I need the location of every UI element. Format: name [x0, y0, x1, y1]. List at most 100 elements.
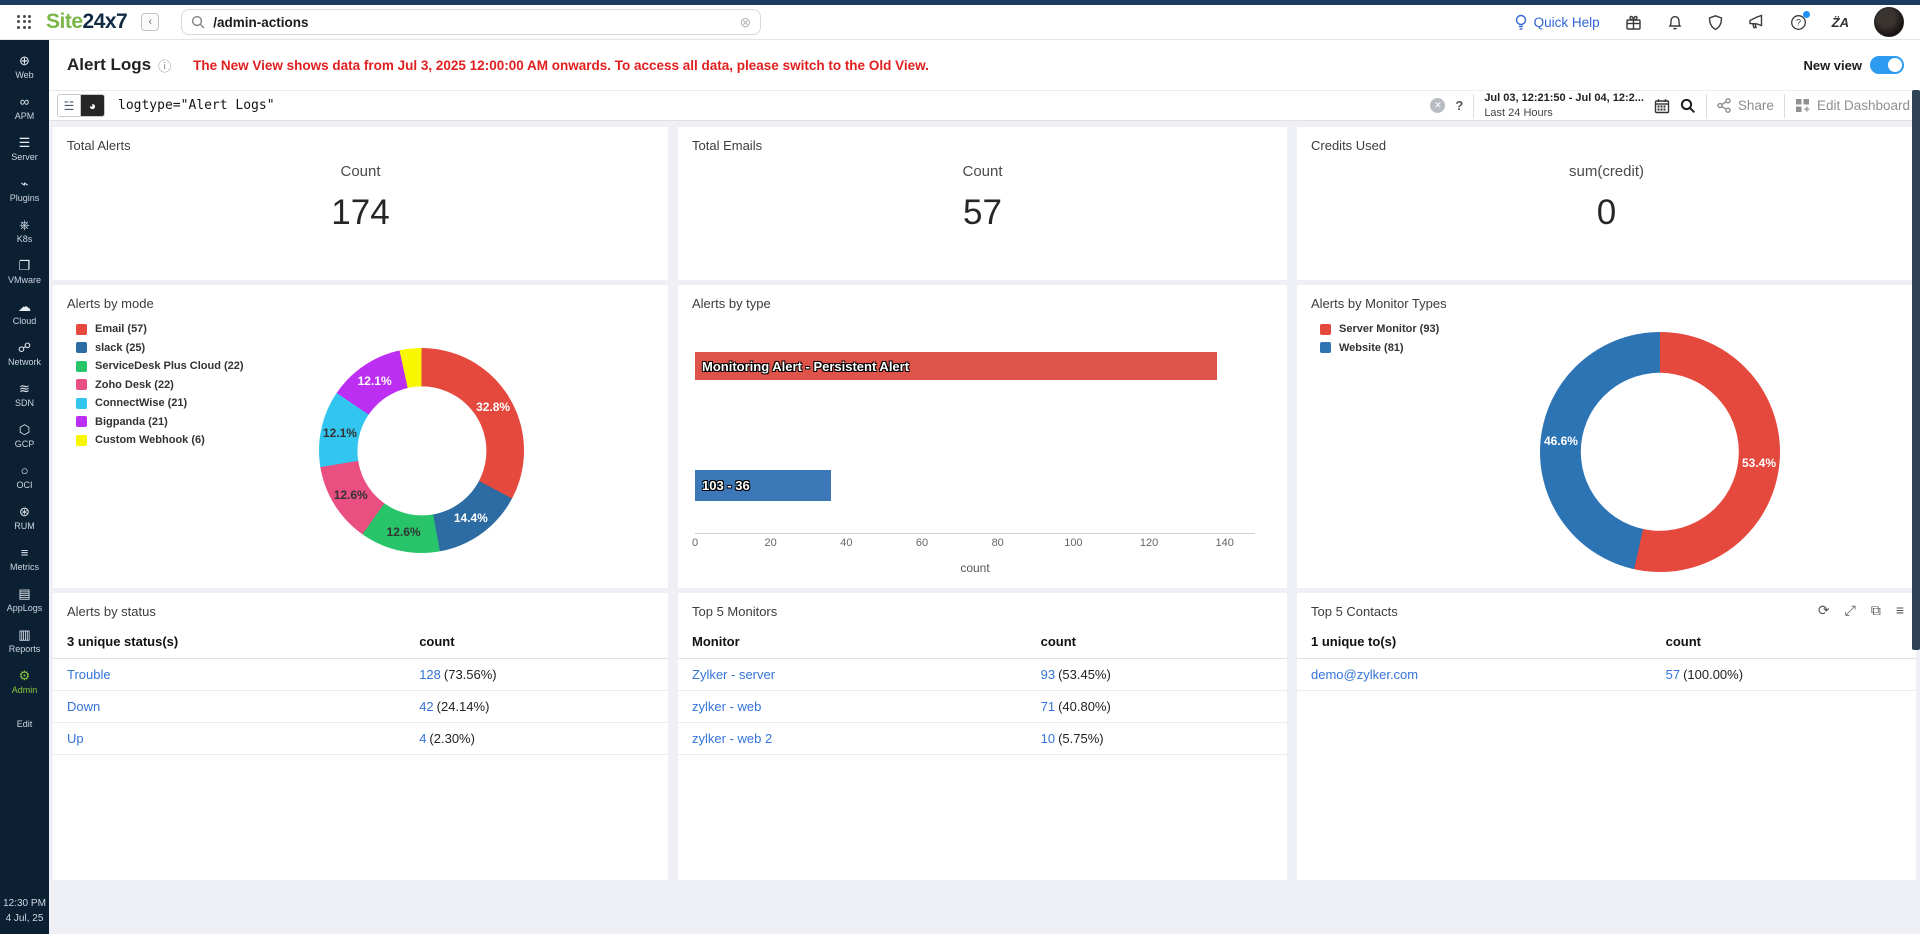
row-label-link[interactable]: Down	[67, 699, 101, 714]
alerts-by-mode-donut[interactable]: 32.8% 14.4% 12.6% 12.6% 12.1% 12.1%	[319, 348, 524, 553]
legend-item[interactable]: ServiceDesk Plus Cloud (22)	[76, 360, 244, 372]
sidebar-item-reports[interactable]: ▥ Reports	[0, 620, 49, 661]
shield-icon[interactable]	[1708, 14, 1723, 31]
sidebar-item-admin[interactable]: ⚙ Admin	[0, 661, 49, 702]
sidebar-item-oci[interactable]: ○ OCI	[0, 456, 49, 497]
column-header: count	[1040, 634, 1076, 649]
search-input[interactable]	[213, 14, 740, 30]
sidebar-item-sdn[interactable]: ≋ SDN	[0, 374, 49, 415]
sidebar-item-label: RUM	[14, 520, 35, 531]
column-header: 3 unique status(s)	[67, 634, 179, 649]
sidebar-item-gcp[interactable]: ⬡ GCP	[0, 415, 49, 456]
row-label-link[interactable]: demo@zylker.com	[1311, 667, 1419, 682]
legend-item[interactable]: Zoho Desk (22)	[76, 379, 244, 391]
sidebar-item-edit[interactable]: Edit	[0, 702, 49, 743]
legend-item[interactable]: Website (81)	[1320, 342, 1439, 354]
app-grid-icon[interactable]	[17, 14, 32, 30]
donut-slice-label: 12.6%	[333, 487, 368, 502]
sidebar-item-cloud[interactable]: ☁ Cloud	[0, 292, 49, 333]
bar-2[interactable]: 103 - 36	[695, 470, 832, 501]
table-row: Trouble 128 (73.56%)	[53, 659, 668, 691]
legend-swatch	[76, 342, 87, 353]
donut-slice-label: 53.4%	[1742, 455, 1777, 470]
share-icon	[1717, 98, 1731, 113]
collapse-icon[interactable]: ‹	[141, 13, 160, 31]
info-icon[interactable]: ⓘ	[158, 58, 172, 74]
search-clear-icon[interactable]: ⊗	[739, 13, 752, 30]
share-button[interactable]: Share	[1717, 98, 1774, 113]
date-range-picker[interactable]: Jul 03, 12:21:50 - Jul 04, 12:2... Last …	[1484, 92, 1644, 119]
list-view-icon[interactable]: ☱	[58, 95, 81, 116]
sidebar-item-server[interactable]: ☰ Server	[0, 128, 49, 169]
panel-top-5-monitors: Top 5 Monitors Monitor count Zylker - serv…	[678, 593, 1287, 880]
user-avatar[interactable]	[1874, 7, 1904, 37]
legend-item[interactable]: ConnectWise (21)	[76, 397, 244, 409]
query-help-icon[interactable]: ?	[1455, 98, 1464, 113]
open-in-new-icon[interactable]: ⧉	[1870, 602, 1881, 618]
alerts-by-monitor-types-donut[interactable]: 53.4% 46.6%	[1540, 332, 1780, 572]
vertical-scrollbar[interactable]	[1912, 90, 1920, 650]
legend-item[interactable]: Server Monitor (93)	[1320, 323, 1439, 335]
sidebar-item-plugins[interactable]: ⌁ Plugins	[0, 169, 49, 210]
row-label-link[interactable]: zylker - web	[692, 699, 762, 714]
search-query-icon[interactable]	[1680, 98, 1696, 114]
x-tick-label: 40	[840, 537, 853, 549]
quick-help-button[interactable]: Quick Help	[1514, 14, 1600, 30]
sidebar-item-web[interactable]: ⊕ Web	[0, 46, 49, 87]
panel-title: Alerts by mode	[67, 296, 154, 311]
sidebar-item-label: Admin	[11, 684, 38, 695]
topbar: Site24x7 ‹ ⊗ Quick Help ?	[0, 5, 1920, 40]
translate-icon[interactable]: Z̈A	[1831, 14, 1849, 30]
top-5-monitors-table: Monitor count Zylker - server 93 (53.45%) zyl…	[678, 626, 1287, 755]
row-label-link[interactable]: zylker - web 2	[692, 731, 773, 746]
row-label-link[interactable]: Trouble	[67, 667, 111, 682]
legend-item[interactable]: Custom Webhook (6)	[76, 434, 244, 446]
row-label-link[interactable]: Up	[67, 731, 84, 746]
expand-icon[interactable]: ⤢	[1844, 602, 1856, 618]
calendar-icon[interactable]	[1654, 98, 1670, 114]
legend-item[interactable]: slack (25)	[76, 342, 244, 354]
sidebar-item-vmware[interactable]: ❐ VMware	[0, 251, 49, 292]
sidebar-item-metrics[interactable]: ≡ Metrics	[0, 538, 49, 579]
count-link[interactable]: 4	[419, 731, 427, 746]
gift-icon[interactable]	[1625, 14, 1642, 31]
clock-time: 12:30 PM	[3, 898, 46, 909]
count-link[interactable]: 71	[1040, 699, 1056, 714]
row-label-link[interactable]: Zylker - server	[692, 667, 776, 682]
sidebar-item-network[interactable]: ☍ Network	[0, 333, 49, 374]
count-link[interactable]: 10	[1040, 731, 1056, 746]
count-link[interactable]: 93	[1040, 667, 1056, 682]
count-percent: (53.45%)	[1058, 667, 1111, 682]
page-title: Alert Logs	[67, 55, 152, 74]
sidebar-item-apm[interactable]: ∞ APM	[0, 87, 49, 128]
menu-icon[interactable]: ≡	[1895, 602, 1904, 618]
svg-text:?: ?	[1796, 17, 1801, 27]
notifications-bell-icon[interactable]	[1667, 14, 1683, 31]
bar-1[interactable]: Monitoring Alert - Persistent Alert	[695, 352, 1218, 380]
new-view-label: New view	[1803, 57, 1862, 73]
query-clear-icon[interactable]: ✕	[1430, 98, 1446, 113]
count-link[interactable]: 42	[419, 699, 434, 714]
count-link[interactable]: 57	[1665, 667, 1681, 682]
refresh-icon[interactable]: ⟳	[1817, 602, 1830, 618]
panel-title: Alerts by status	[67, 604, 156, 619]
panel-total-alerts: Total Alerts Count 174	[53, 127, 668, 280]
sidebar-item-rum[interactable]: ⊛ RUM	[0, 497, 49, 538]
site24x7-logo[interactable]: Site24x7	[46, 10, 128, 33]
legend-label: Server Monitor (93)	[1339, 323, 1440, 335]
count-link[interactable]: 128	[419, 667, 441, 682]
legend-item[interactable]: Email (57)	[76, 323, 244, 335]
global-search[interactable]: ⊗	[181, 9, 762, 35]
chart-view-icon[interactable]: ◕	[81, 95, 104, 116]
sidebar-item-k8s[interactable]: ⎈ K8s	[0, 210, 49, 251]
edit-dashboard-button[interactable]: Edit Dashboard	[1795, 98, 1910, 113]
globe-icon: ⊕	[19, 52, 30, 68]
sidebar-item-applogs[interactable]: ▤ AppLogs	[0, 579, 49, 620]
page-header: Alert Logs ⓘ The New View shows data fro…	[49, 40, 1920, 90]
query-input[interactable]: logtype="Alert Logs"	[118, 98, 275, 113]
help-icon[interactable]: ?	[1790, 10, 1810, 31]
sidebar-item-label: K8s	[16, 233, 33, 244]
announcements-megaphone-icon[interactable]	[1748, 14, 1765, 30]
legend-item[interactable]: Bigpanda (21)	[76, 416, 244, 428]
new-view-toggle[interactable]	[1870, 56, 1904, 74]
